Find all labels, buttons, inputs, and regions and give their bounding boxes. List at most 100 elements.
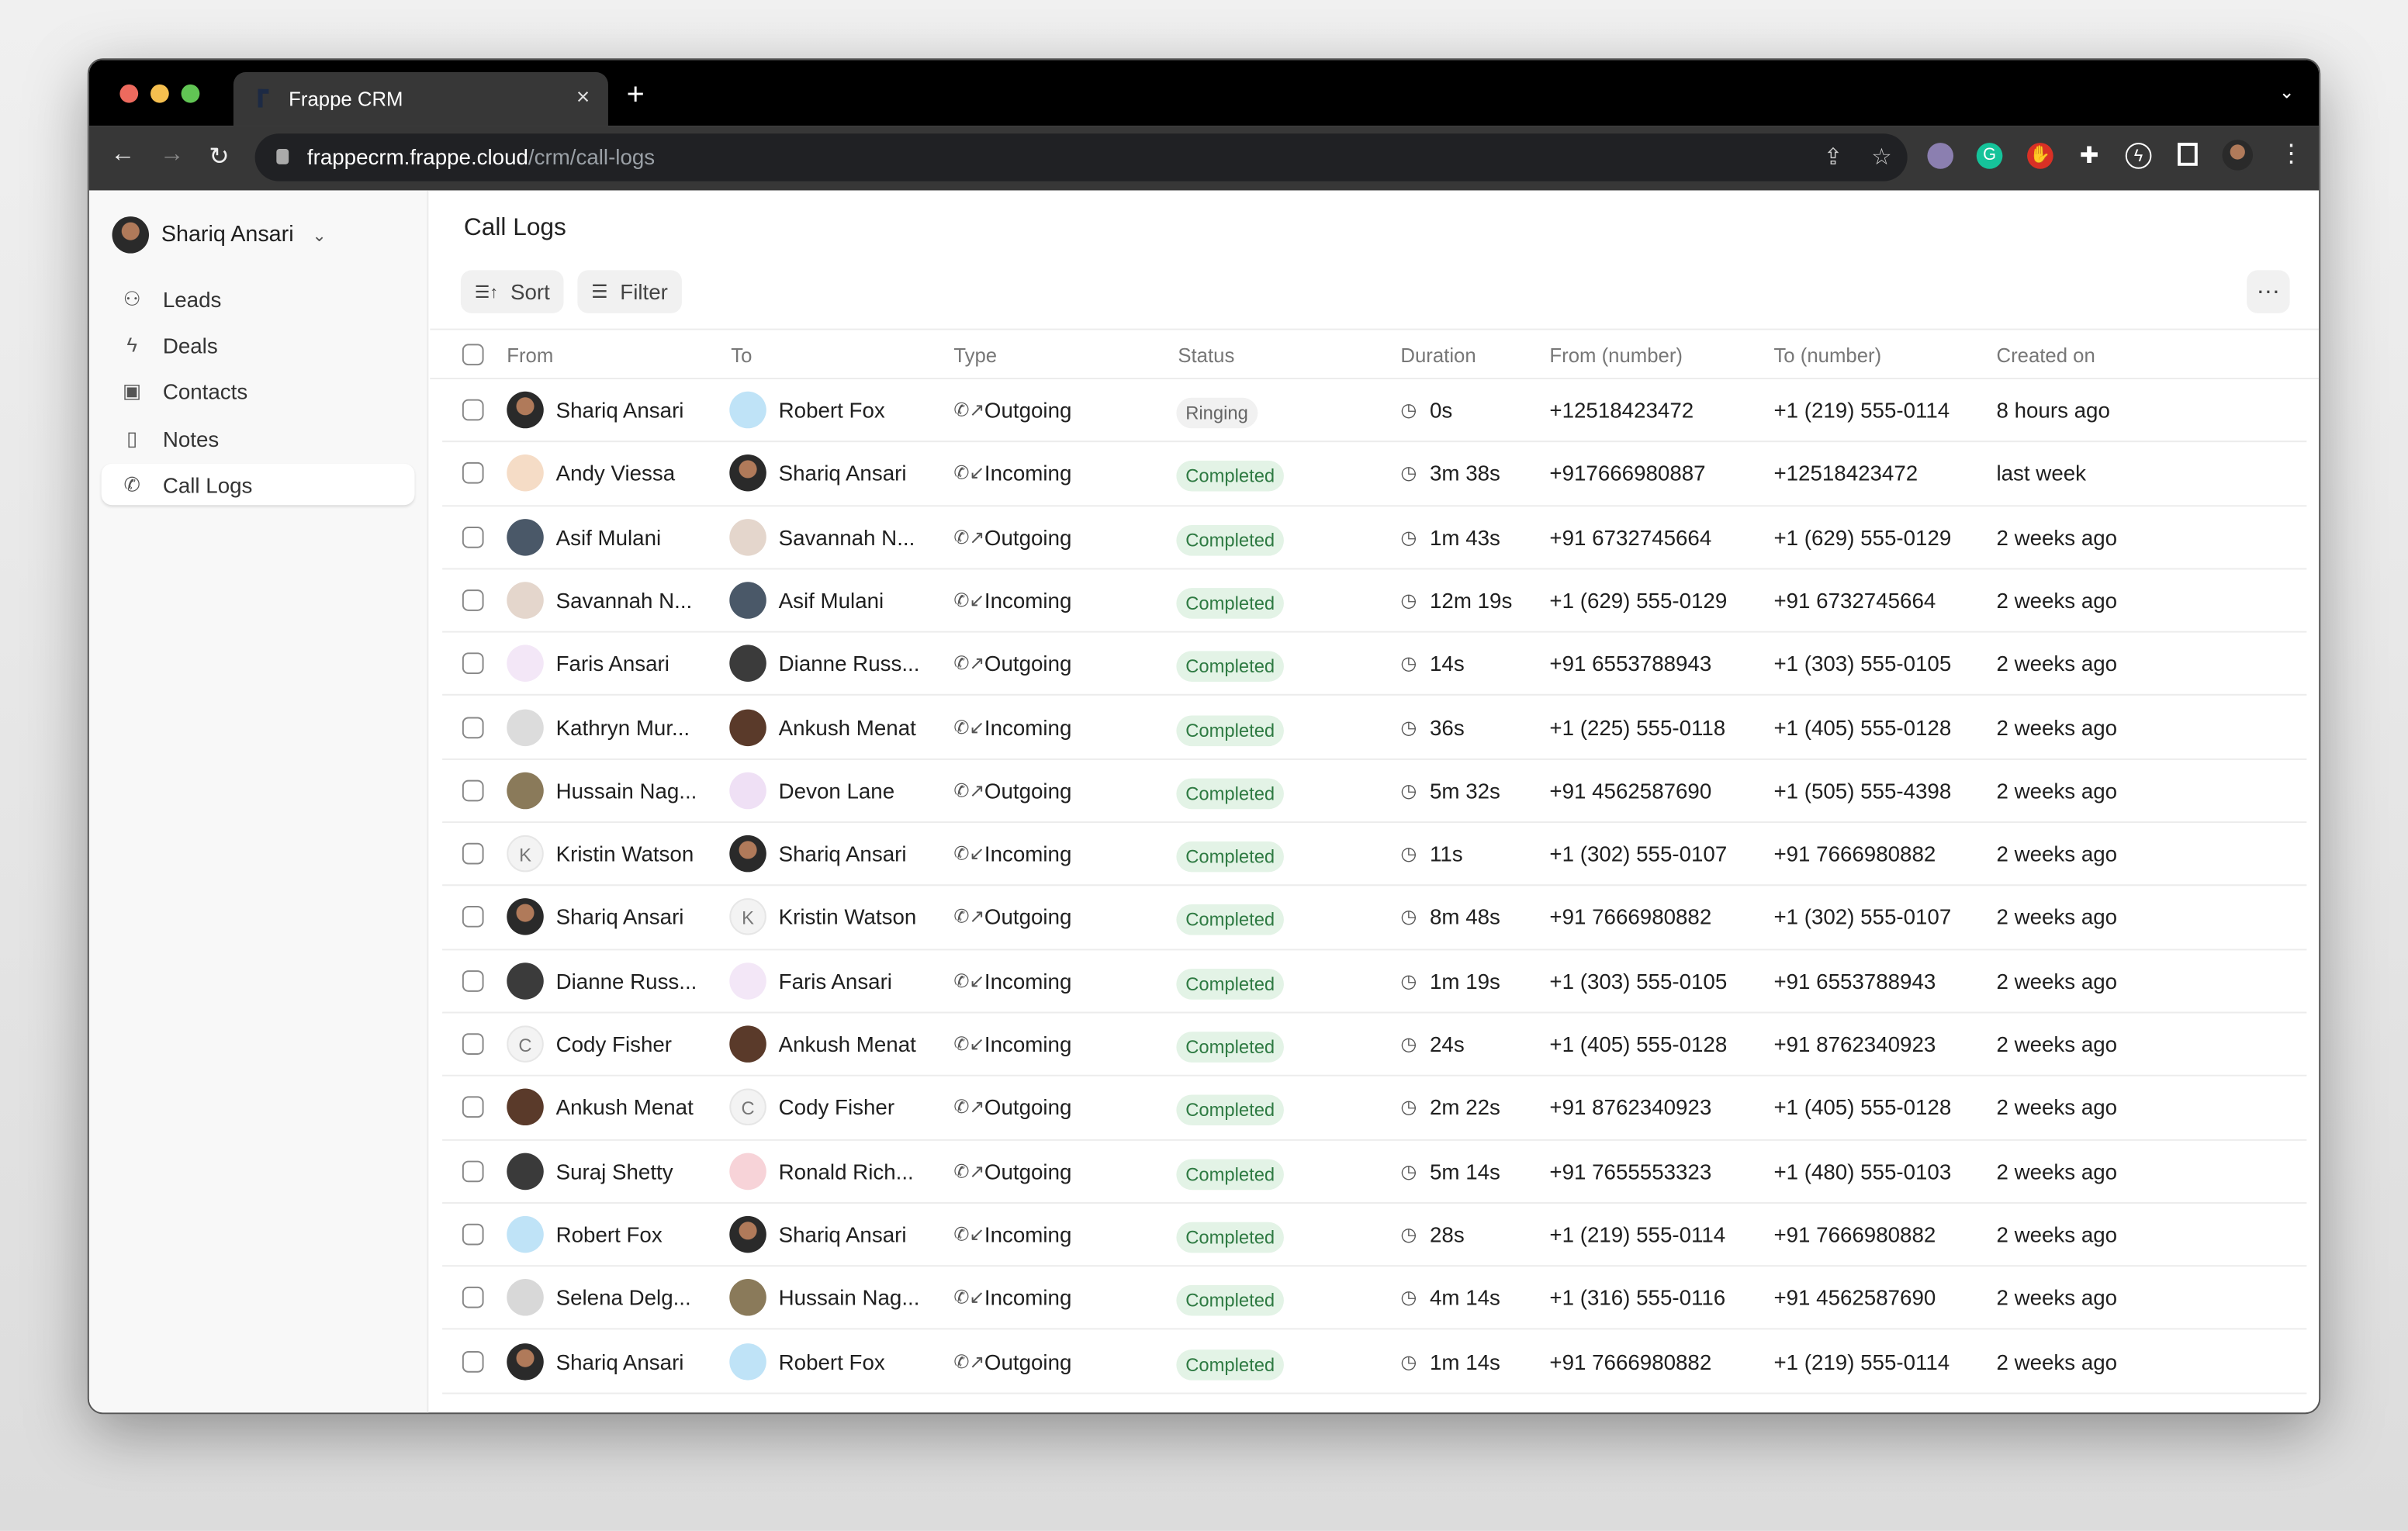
column-header-duration[interactable]: Duration [1400,344,1476,368]
select-all-checkbox[interactable] [462,344,484,366]
to-avatar [729,1215,766,1253]
more-options-button[interactable]: … [2247,270,2290,313]
extensions-puzzle-icon[interactable]: ✚ [2079,143,2099,169]
row-checkbox[interactable] [462,462,484,485]
bookmark-star-icon[interactable]: ☆ [1871,144,1892,171]
row-checkbox[interactable] [462,1223,484,1246]
created-on: 2 weeks ago [1996,778,2118,803]
sidebar-toggle-icon[interactable] [2178,143,2198,166]
column-header-from[interactable]: From [507,344,554,368]
tab-search-chevron-icon[interactable]: ⌄ [2278,81,2295,103]
column-header-created-on[interactable]: Created on [1996,344,2095,368]
table-row[interactable]: Andy Viessa Shariq Ansari ✆↙ Incoming Co… [442,443,2307,506]
from-number: +1 (316) 555-0116 [1549,1285,1726,1310]
grammarly-extension-icon[interactable]: G [1976,143,2003,169]
incoming-call-icon: ✆↙ [953,1033,985,1055]
table-row[interactable]: Kathryn Mur... Ankush Menat ✆↙ Incoming … [442,696,2307,760]
row-checkbox[interactable] [462,589,484,611]
close-tab-icon[interactable]: × [576,84,590,111]
row-checkbox[interactable] [462,716,484,738]
table-row[interactable]: Shariq Ansari Robert Fox ✆↗ Outgoing Com… [442,1330,2307,1394]
sort-button[interactable]: ☰↑ Sort [460,270,564,313]
incoming-call-icon: ✆↙ [953,842,985,865]
table-row[interactable]: Selena Delg... Hussain Nag... ✆↙ Incomin… [442,1267,2307,1331]
leaf-extension-icon[interactable]: ϟ [2125,143,2152,169]
url-host: frappecrm.frappe.cloud [306,144,528,169]
table-row[interactable]: Dianne Russ... Faris Ansari ✆↙ Incoming … [442,950,2307,1014]
table-row[interactable]: Faris Ansari Dianne Russ... ✆↗ Outgoing … [442,633,2307,696]
browser-menu-icon[interactable]: ⋮ [2278,141,2304,168]
from-avatar: C [507,1025,544,1063]
table-row[interactable]: Suraj Shetty Ronald Rich... ✆↗ Outgoing … [442,1140,2307,1204]
status-badge: Completed [1176,1158,1285,1190]
maximize-window-button[interactable] [181,84,200,103]
back-icon[interactable]: ← [110,141,136,168]
share-icon[interactable]: ⇪ [1823,144,1843,171]
row-checkbox[interactable] [462,1097,484,1118]
row-checkbox[interactable] [462,526,484,548]
table-row[interactable]: Savannah N... Asif Mulani ✆↙ Incoming Co… [442,569,2307,633]
created-on: 2 weeks ago [1996,714,2118,740]
row-checkbox[interactable] [462,1350,484,1372]
from-name: Andy Viessa [555,461,676,486]
row-checkbox[interactable] [462,906,484,928]
filter-button[interactable]: ☰ Filter [577,270,682,313]
profile-avatar[interactable] [2222,140,2254,171]
from-avatar [507,1279,544,1316]
table-row[interactable]: Ankush Menat C Cody Fisher ✆↗ Outgoing C… [442,1077,2307,1141]
status-badge: Completed [1176,1349,1285,1380]
reload-icon[interactable]: ↻ [209,144,230,171]
table-row[interactable]: Shariq Ansari Robert Fox ✆↗ Outgoing Rin… [442,379,2307,443]
incoming-call-icon: ✆↙ [953,716,985,738]
minimize-window-button[interactable] [150,84,169,103]
to-number: +1 (219) 555-0114 [1773,397,1950,423]
row-checkbox[interactable] [462,1287,484,1308]
column-header-status[interactable]: Status [1178,344,1235,368]
sidebar-item-deals[interactable]: ϟ Deals [102,324,415,365]
row-checkbox[interactable] [462,1159,484,1182]
browser-tab[interactable]: Frappe CRM × [233,72,608,126]
from-avatar [507,1089,544,1126]
created-on: 2 weeks ago [1996,842,2118,866]
user-menu[interactable]: Shariq Ansari ⌄ [112,216,327,254]
table-row[interactable]: K Kristin Watson Shariq Ansari ✆↙ Incomi… [442,823,2307,887]
row-checkbox[interactable] [462,969,484,992]
clock-icon: ◷ [1400,589,1417,611]
sidebar-item-call-logs[interactable]: ✆ Call Logs [101,463,415,506]
row-checkbox[interactable] [462,1033,484,1055]
adblock-extension-icon[interactable]: ✋ [2027,143,2053,169]
table-row[interactable]: Hussain Nag... Devon Lane ✆↗ Outgoing Co… [442,759,2307,824]
to-name: Shariq Ansari [778,1222,907,1247]
row-checkbox[interactable] [462,399,484,421]
sidebar-item-contacts[interactable]: ▣ Contacts [102,370,415,411]
column-header-to[interactable]: To [731,344,752,368]
address-bar[interactable]: frappecrm.frappe.cloud/crm/call-logs ⇪ ☆ [254,133,1908,181]
sidebar-item-leads[interactable]: ⚇ Leads [102,278,415,319]
table-row[interactable]: Asif Mulani Savannah N... ✆↗ Outgoing Co… [442,506,2307,570]
sidebar-item-notes[interactable]: ▯ Notes [102,417,415,458]
forward-icon[interactable]: → [159,141,185,168]
table-row[interactable]: C Cody Fisher Ankush Menat ✆↙ Incoming C… [442,1014,2307,1077]
column-header-to-number[interactable]: To (number) [1773,344,1882,368]
row-checkbox[interactable] [462,842,484,865]
column-header-type[interactable]: Type [953,344,998,368]
from-number: +91 7655553323 [1549,1158,1712,1184]
row-checkbox[interactable] [462,652,484,675]
new-tab-icon[interactable]: + [626,78,645,112]
row-checkbox[interactable] [462,779,484,801]
close-window-button[interactable] [119,84,139,103]
to-avatar [729,1025,766,1063]
from-number: +1 (629) 555-0129 [1549,587,1728,613]
to-name: Savannah N... [778,524,915,549]
octocat-extension-icon[interactable] [1927,143,1954,169]
clock-icon: ◷ [1400,1223,1417,1246]
call-type: Incoming [984,1222,1072,1247]
to-avatar [729,708,766,746]
from-number: +1 (303) 555-0105 [1549,968,1728,994]
table-row[interactable]: Robert Fox Shariq Ansari ✆↙ Incoming Com… [442,1204,2307,1267]
from-name: Kristin Watson [555,842,694,866]
to-name: Ankush Menat [778,714,916,740]
table-row[interactable]: Shariq Ansari K Kristin Watson ✆↗ Outgoi… [442,886,2307,950]
to-number: +1 (405) 555-0128 [1773,714,1952,740]
column-header-from-number[interactable]: From (number) [1549,344,1683,368]
